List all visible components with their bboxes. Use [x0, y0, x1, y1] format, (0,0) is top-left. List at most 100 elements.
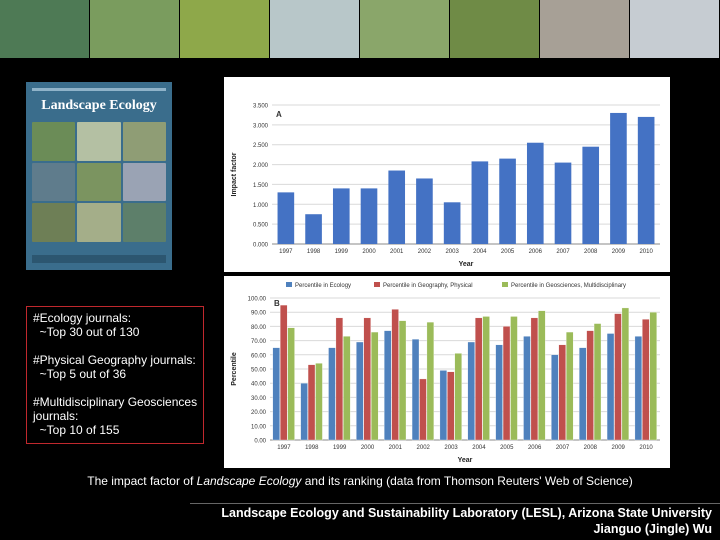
- legend-swatch: [374, 282, 380, 287]
- bar-1: [411, 339, 420, 441]
- y-tick-label: 50.00: [251, 368, 267, 374]
- legend-label: Percentile in Ecology: [295, 283, 351, 289]
- x-tick-label: 2003: [444, 445, 458, 451]
- banner-photo-1: [0, 0, 90, 58]
- x-tick-label: 2002: [417, 445, 431, 451]
- bar-2: [502, 326, 511, 441]
- cover-title: Landscape Ecology: [41, 98, 157, 113]
- x-axis-title: Year: [459, 261, 474, 268]
- y-tick-label: 0.00: [254, 439, 266, 445]
- cover-footer-bar: [32, 255, 166, 263]
- cover-photo-4: [32, 162, 76, 202]
- impact-factor-chart: 0.000 0.500 1.000 1.500 2.000 2.500 3.000 3.500…: [231, 104, 660, 268]
- x-tick-label: 2004: [472, 445, 486, 451]
- banner-photo-2: [90, 0, 180, 58]
- x-tick-label: 2010: [639, 445, 653, 451]
- cover-photo-8: [77, 203, 121, 242]
- bar: [360, 188, 378, 244]
- chart-a-panel: 0.000 0.500 1.000 1.500 2.000 2.500 3.000 3.500…: [224, 77, 670, 272]
- x-tick-label: 2006: [528, 445, 542, 451]
- x-tick-label: 2010: [639, 249, 653, 255]
- bar: [554, 162, 572, 244]
- y-tick-label: 40.00: [251, 382, 267, 388]
- bar-2: [642, 319, 650, 441]
- bar-3: [398, 320, 407, 441]
- bar-2: [586, 330, 594, 441]
- y-tick-label: 70.00: [251, 339, 267, 345]
- bar-2: [363, 317, 371, 441]
- bar-1: [606, 333, 615, 441]
- bar-1: [495, 344, 503, 441]
- y-tick-label: 2.000: [253, 163, 269, 169]
- legend-label: Percentile in Geography, Physical: [383, 283, 473, 289]
- legend-swatch: [502, 282, 508, 287]
- figure-caption: The impact factor of Landscape Ecology a…: [0, 474, 720, 488]
- footer-author: Jianguo (Jingle) Wu: [593, 522, 712, 536]
- bar-3: [621, 307, 630, 441]
- cover-photo-9: [122, 203, 166, 242]
- cover-photo-3: [122, 122, 166, 161]
- footer-lab-name: Landscape Ecology and Sustainability Lab…: [221, 506, 712, 520]
- bar: [526, 142, 544, 244]
- x-tick-label: 2001: [390, 249, 404, 255]
- bar-1: [328, 347, 336, 441]
- bar-2: [475, 317, 483, 441]
- bar-2: [391, 309, 399, 441]
- y-tick-label: 0.500: [253, 223, 269, 229]
- note-spacer: [33, 381, 203, 395]
- bar-2: [530, 317, 539, 441]
- banner-photo-5: [360, 0, 450, 58]
- banner-photo-8: [630, 0, 720, 58]
- bar-1: [384, 330, 392, 441]
- y-tick-label: 10.00: [251, 424, 267, 430]
- bar-1: [523, 336, 531, 441]
- y-tick-label: 90.00: [251, 311, 267, 317]
- bar-1: [551, 354, 559, 441]
- y-tick-label: 30.00: [251, 396, 267, 402]
- x-tick-label: 2007: [556, 249, 570, 255]
- footer-divider: [190, 503, 720, 504]
- bar: [416, 178, 433, 244]
- bar-3: [566, 331, 574, 441]
- bar-3: [649, 312, 657, 441]
- bar-2: [447, 371, 455, 441]
- x-axis-title: Year: [458, 457, 473, 464]
- note-line: #Physical Geography journals:: [33, 353, 196, 367]
- bar-1: [272, 347, 280, 441]
- cover-photo-7: [32, 203, 76, 242]
- bar-3: [482, 316, 490, 441]
- x-tick-label: 1999: [333, 445, 347, 451]
- note-line: journals:: [33, 409, 79, 423]
- x-tick-label: 2008: [584, 249, 598, 255]
- x-tick-label: 2008: [584, 445, 598, 451]
- bar: [443, 202, 461, 244]
- percentile-chart: Percentile in Ecology Percentile in Geogr…: [231, 282, 660, 464]
- y-tick-label: 100.00: [248, 297, 267, 303]
- bar-3: [593, 323, 602, 441]
- chart-b-panel: Percentile in Ecology Percentile in Geogr…: [224, 276, 670, 468]
- cover-photo-5: [77, 162, 121, 202]
- x-tick-label: 1998: [305, 445, 319, 451]
- journal-cover: Landscape Ecology: [26, 82, 172, 270]
- panel-label-a: A: [276, 110, 282, 119]
- x-tick-label: 2000: [361, 445, 375, 451]
- y-tick-label: 60.00: [251, 353, 267, 359]
- x-tick-label: 2007: [556, 445, 570, 451]
- panel-label-b: B: [274, 299, 280, 308]
- note-line: #Ecology journals:: [33, 311, 132, 325]
- x-tick-label: 1998: [307, 249, 321, 255]
- bar-3: [426, 321, 435, 441]
- legend-swatch: [286, 282, 292, 287]
- bar-1: [634, 336, 643, 441]
- cover-photo-1: [32, 122, 76, 161]
- x-tick-label: 2009: [612, 249, 626, 255]
- x-tick-label: 2005: [500, 445, 514, 451]
- bar: [277, 192, 295, 244]
- bar-1: [300, 383, 308, 441]
- cover-photo-2: [77, 122, 121, 161]
- y-tick-label: 1.000: [253, 203, 269, 209]
- y-tick-label: 1.500: [253, 183, 269, 189]
- x-tick-label: 2005: [501, 249, 515, 255]
- photo-banner: [0, 0, 720, 58]
- cover-photo-grid: [32, 122, 166, 242]
